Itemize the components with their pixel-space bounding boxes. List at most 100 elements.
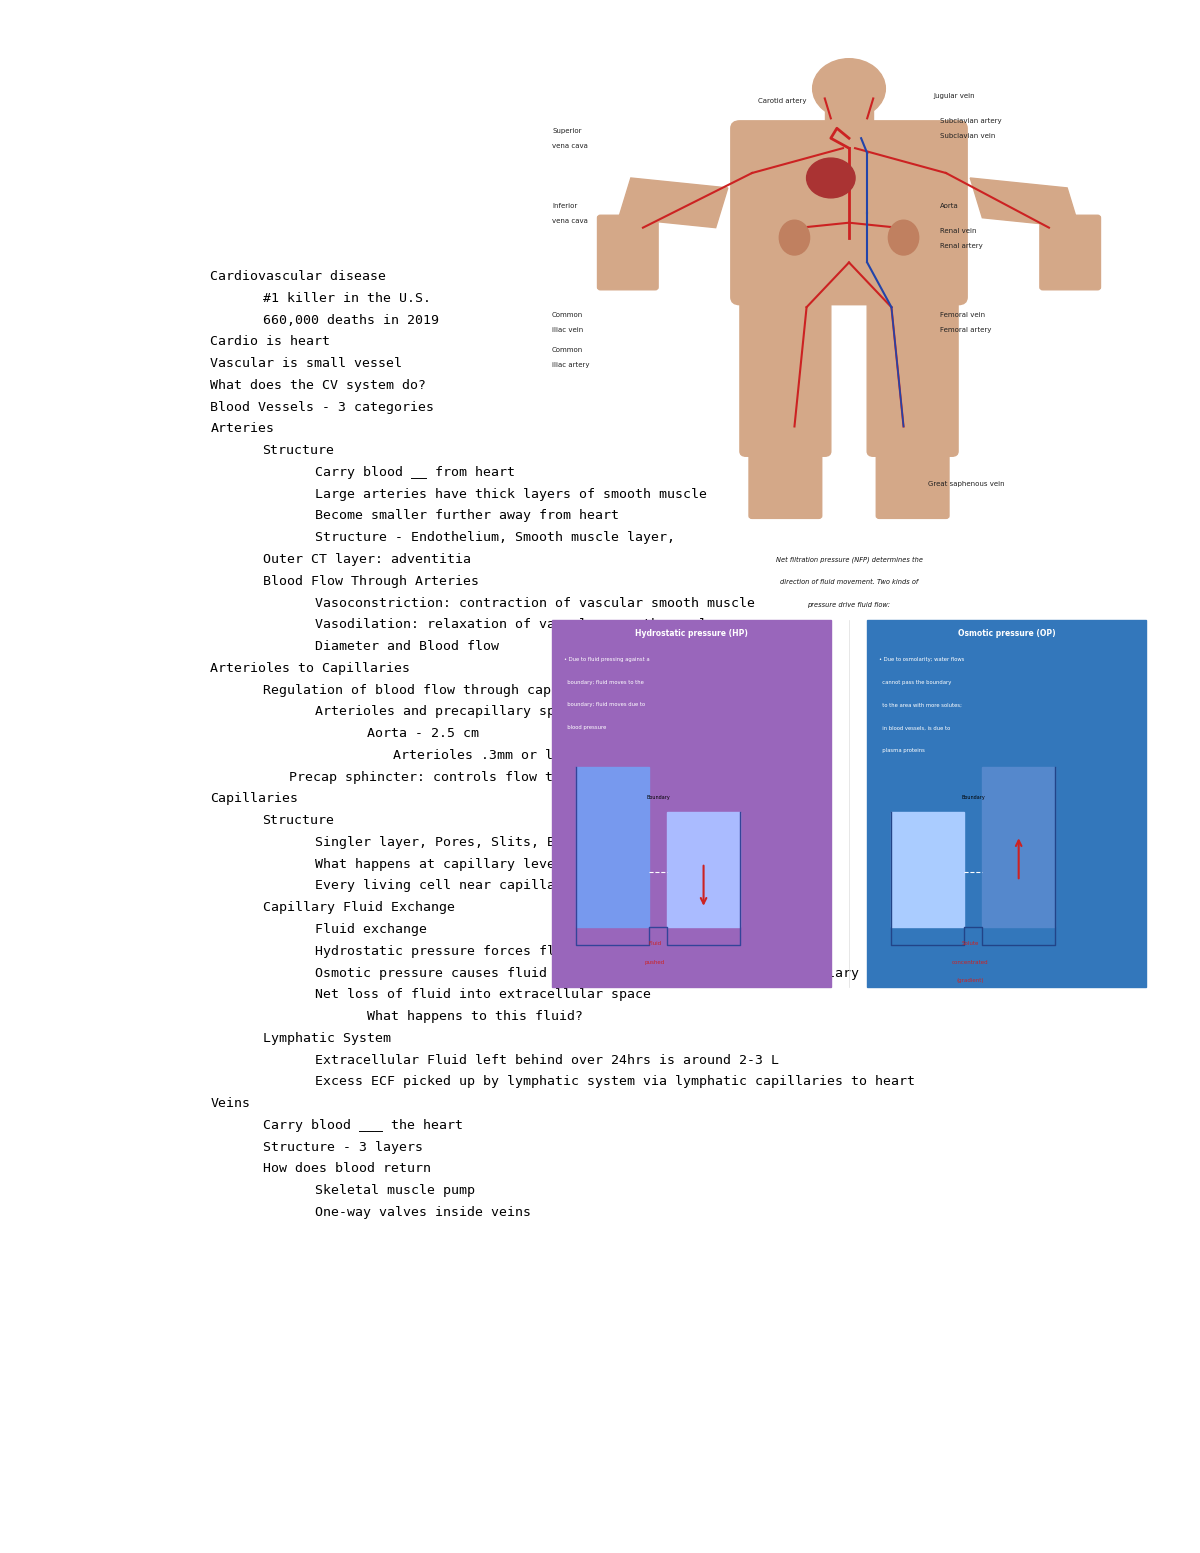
- Text: Superior: Superior: [552, 129, 582, 134]
- Text: Fluid: Fluid: [648, 941, 661, 946]
- Bar: [892, 812, 964, 927]
- Text: • Due to osmolarity; water flows: • Due to osmolarity; water flows: [880, 657, 965, 662]
- FancyBboxPatch shape: [740, 283, 830, 457]
- Text: Extracellular Fluid left behind over 24hrs is around 2-3 L: Extracellular Fluid left behind over 24h…: [314, 1053, 779, 1067]
- Text: Carry blood __ from heart: Carry blood __ from heart: [314, 466, 515, 478]
- FancyBboxPatch shape: [731, 121, 967, 304]
- Text: (gradient): (gradient): [956, 978, 984, 983]
- Text: Arterioles and precapillary sphincters: Arterioles and precapillary sphincters: [314, 705, 619, 719]
- Bar: [868, 620, 1146, 986]
- Text: Blood Vessels - 3 categories: Blood Vessels - 3 categories: [210, 401, 434, 413]
- Text: cannot pass the boundary: cannot pass the boundary: [880, 680, 952, 685]
- Text: Net filtration pressure (NFP) determines the: Net filtration pressure (NFP) determines…: [775, 556, 923, 562]
- Text: Subclavian vein: Subclavian vein: [940, 134, 995, 140]
- Text: Solute: Solute: [961, 941, 979, 946]
- Text: • Due to fluid pressing against a: • Due to fluid pressing against a: [564, 657, 650, 662]
- Text: Osmotic pressure causes fluid reabsorption in last of half capillary: Osmotic pressure causes fluid reabsorpti…: [314, 966, 859, 980]
- Text: Hydrostatic pressure forces fluid out at beginning: Hydrostatic pressure forces fluid out at…: [314, 944, 715, 958]
- Circle shape: [812, 59, 886, 118]
- Text: Hydrostatic pressure (HP): Hydrostatic pressure (HP): [635, 629, 748, 638]
- Text: Boundary: Boundary: [647, 795, 670, 800]
- Text: Cardiovascular disease: Cardiovascular disease: [210, 270, 386, 283]
- Text: Cardio is heart: Cardio is heart: [210, 335, 330, 348]
- Text: Vasodilation: relaxation of vascular smooth muscle: Vasodilation: relaxation of vascular smo…: [314, 618, 715, 631]
- Text: Skeletal muscle pump: Skeletal muscle pump: [314, 1183, 475, 1197]
- Text: Large arteries have thick layers of smooth muscle: Large arteries have thick layers of smoo…: [314, 488, 707, 500]
- Text: What happens at capillary level: What happens at capillary level: [314, 857, 563, 871]
- FancyBboxPatch shape: [598, 216, 658, 290]
- Text: Structure: Structure: [263, 444, 335, 457]
- Text: to the area with more solutes;: to the area with more solutes;: [880, 702, 962, 708]
- Text: Renal vein: Renal vein: [940, 228, 977, 233]
- Text: iliac vein: iliac vein: [552, 328, 583, 332]
- Text: in blood vessels, is due to: in blood vessels, is due to: [880, 725, 950, 730]
- Text: Structure - 3 layers: Structure - 3 layers: [263, 1140, 422, 1154]
- Text: Carry blood ___ the heart: Carry blood ___ the heart: [263, 1118, 462, 1132]
- Bar: [824, 93, 874, 129]
- Text: concentrated: concentrated: [952, 960, 989, 964]
- Text: Inferior: Inferior: [552, 203, 577, 208]
- Text: Renal artery: Renal artery: [940, 242, 983, 248]
- Bar: [552, 620, 830, 986]
- FancyBboxPatch shape: [876, 439, 949, 519]
- Text: One-way valves inside veins: One-way valves inside veins: [314, 1207, 530, 1219]
- Text: Fluid exchange: Fluid exchange: [314, 922, 427, 936]
- Text: pushed: pushed: [644, 960, 665, 964]
- Text: Outer CT layer: adventitia: Outer CT layer: adventitia: [263, 553, 470, 565]
- FancyBboxPatch shape: [749, 439, 822, 519]
- Text: Veins: Veins: [210, 1096, 251, 1110]
- Text: Osmotic pressure (OP): Osmotic pressure (OP): [958, 629, 1055, 638]
- Bar: [983, 767, 1055, 927]
- Text: Boundary: Boundary: [961, 795, 985, 800]
- Text: boundary; fluid moves to the: boundary; fluid moves to the: [564, 680, 644, 685]
- Polygon shape: [619, 179, 727, 228]
- Ellipse shape: [806, 158, 856, 197]
- Text: Structure - Endothelium, Smooth muscle layer,: Structure - Endothelium, Smooth muscle l…: [314, 531, 674, 544]
- FancyBboxPatch shape: [1040, 216, 1100, 290]
- Text: Diameter and Blood flow: Diameter and Blood flow: [314, 640, 499, 654]
- Text: Arterioles to Capillaries: Arterioles to Capillaries: [210, 662, 410, 676]
- Text: Jugular vein: Jugular vein: [934, 93, 976, 99]
- Text: Singler layer, Pores, Slits, Branching: Singler layer, Pores, Slits, Branching: [314, 836, 619, 849]
- Text: Every living cell near capillaries does cellular respiration: Every living cell near capillaries does …: [314, 879, 794, 893]
- FancyBboxPatch shape: [868, 283, 958, 457]
- Bar: [576, 767, 649, 927]
- Text: Subclavian artery: Subclavian artery: [940, 118, 1002, 124]
- Text: Vascular is small vessel: Vascular is small vessel: [210, 357, 402, 370]
- Text: vena cava: vena cava: [552, 217, 588, 224]
- Text: Net loss of fluid into extracellular space: Net loss of fluid into extracellular spa…: [314, 988, 650, 1002]
- Text: iliac artery: iliac artery: [552, 362, 589, 368]
- Text: Common: Common: [552, 346, 583, 353]
- Text: Aorta - 2.5 cm: Aorta - 2.5 cm: [367, 727, 479, 741]
- Text: Carotid artery: Carotid artery: [758, 98, 806, 104]
- Text: Capillaries: Capillaries: [210, 792, 299, 806]
- Text: How does blood return: How does blood return: [263, 1162, 431, 1176]
- Text: Blood Flow Through Arteries: Blood Flow Through Arteries: [263, 575, 479, 587]
- Text: Precap sphincter: controls flow through capillary: Precap sphincter: controls flow through …: [288, 770, 680, 784]
- Text: Vasoconstriction: contraction of vascular smooth muscle: Vasoconstriction: contraction of vascula…: [314, 596, 755, 609]
- Text: Aorta: Aorta: [940, 203, 959, 208]
- Bar: [667, 812, 740, 927]
- Text: #1 killer in the U.S.: #1 killer in the U.S.: [263, 292, 431, 304]
- Text: Become smaller further away from heart: Become smaller further away from heart: [314, 509, 619, 522]
- Text: direction of fluid movement. Two kinds of: direction of fluid movement. Two kinds o…: [780, 579, 918, 585]
- Text: Arteries: Arteries: [210, 422, 275, 435]
- Text: Regulation of blood flow through capillaries: Regulation of blood flow through capilla…: [263, 683, 614, 697]
- Text: 660,000 deaths in 2019: 660,000 deaths in 2019: [263, 314, 438, 326]
- Ellipse shape: [779, 221, 810, 255]
- Text: Great saphenous vein: Great saphenous vein: [928, 481, 1004, 488]
- Text: boundary; fluid moves due to: boundary; fluid moves due to: [564, 702, 646, 708]
- Text: Excess ECF picked up by lymphatic system via lymphatic capillaries to heart: Excess ECF picked up by lymphatic system…: [314, 1075, 914, 1089]
- Text: What does the CV system do?: What does the CV system do?: [210, 379, 426, 391]
- Polygon shape: [971, 179, 1079, 228]
- Text: vena cava: vena cava: [552, 143, 588, 149]
- Text: Capillary Fluid Exchange: Capillary Fluid Exchange: [263, 901, 455, 915]
- Ellipse shape: [888, 221, 919, 255]
- Text: Structure: Structure: [263, 814, 335, 828]
- Text: pressure drive fluid flow:: pressure drive fluid flow:: [808, 601, 890, 607]
- Text: Lymphatic System: Lymphatic System: [263, 1031, 390, 1045]
- Text: Arterioles .3mm or less: Arterioles .3mm or less: [392, 749, 577, 763]
- Text: Femoral vein: Femoral vein: [940, 312, 985, 318]
- Text: What happens to this fluid?: What happens to this fluid?: [367, 1009, 583, 1023]
- Text: Common: Common: [552, 312, 583, 318]
